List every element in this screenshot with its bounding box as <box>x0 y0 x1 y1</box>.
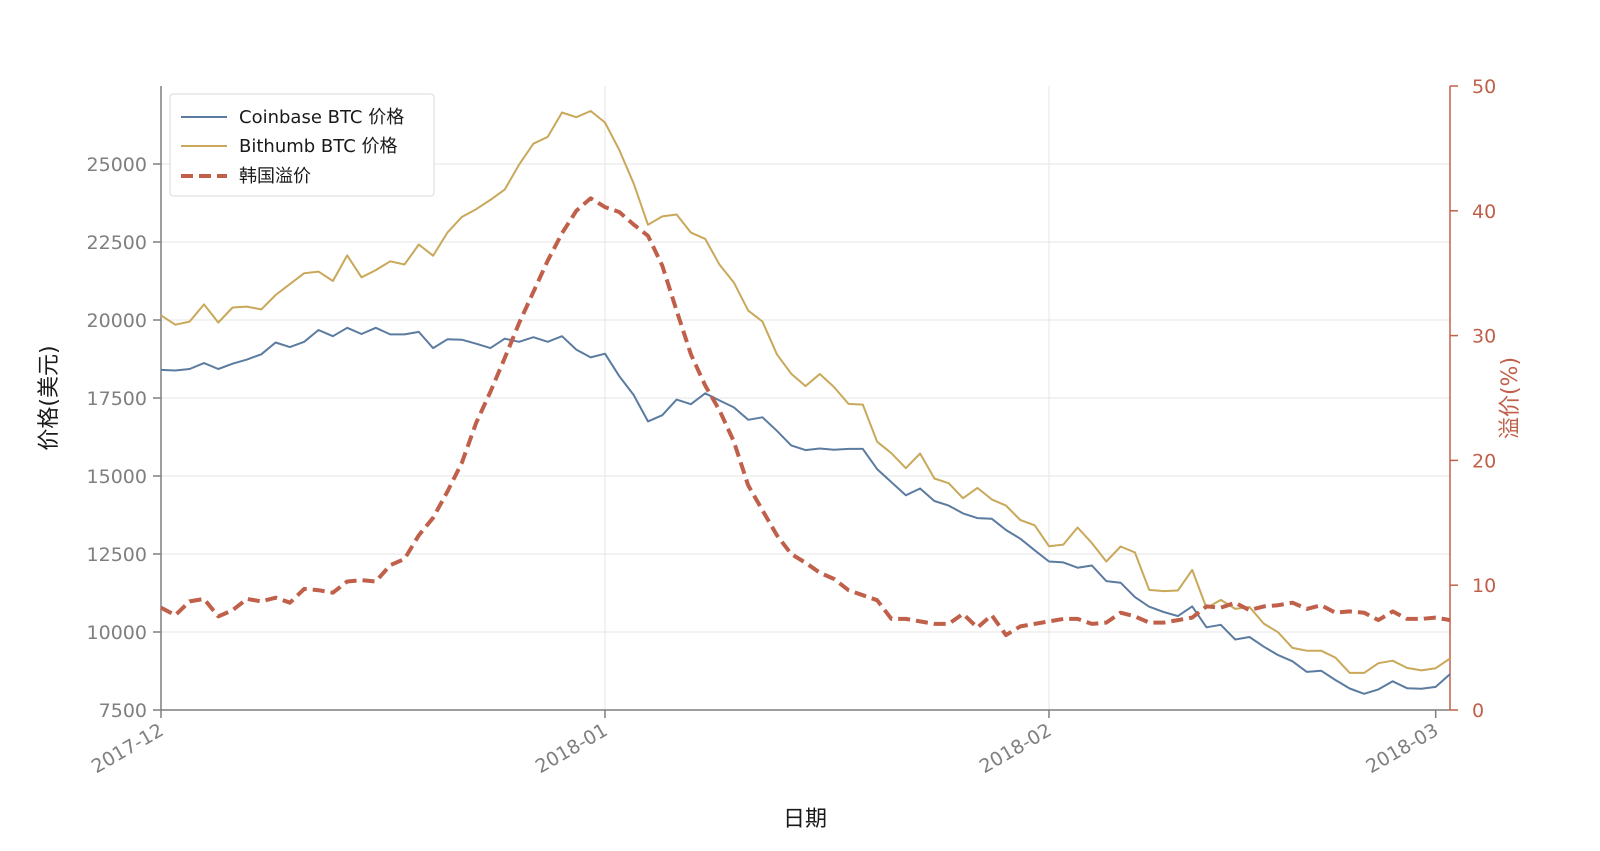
legend-label-premium: 韩国溢价 <box>239 166 311 187</box>
y-tick-label: 20000 <box>87 310 147 332</box>
x-tick-label: 2018-01 <box>532 719 612 778</box>
y2-tick-label: 30 <box>1472 326 1496 348</box>
legend-label-coinbase: Coinbase BTC 价格 <box>239 107 404 128</box>
y-tick-label: 10000 <box>87 622 147 644</box>
y2-tick-label: 20 <box>1472 450 1496 472</box>
series-line-coinbase <box>160 326 1451 695</box>
y2-axis-title: 溢价(%) <box>1498 357 1523 439</box>
x-tick-label: 2018-03 <box>1362 719 1442 778</box>
series-line-premium <box>160 196 1451 638</box>
legend: Coinbase BTC 价格 Bithumb BTC 价格 韩国溢价 <box>169 93 435 197</box>
y-tick-label: 7500 <box>99 700 147 722</box>
y-tick-label: 25000 <box>87 154 147 176</box>
y-tick-label: 17500 <box>87 388 147 410</box>
y2-tick-label: 40 <box>1472 201 1496 223</box>
legend-box <box>169 93 435 197</box>
x-axis-title: 日期 <box>783 807 827 832</box>
y-axis-title: 价格(美元) <box>37 345 62 450</box>
legend-label-bithumb: Bithumb BTC 价格 <box>239 136 397 157</box>
y-tick-label: 12500 <box>87 544 147 566</box>
y2-tick-label: 50 <box>1472 76 1496 98</box>
y2-tick-label: 10 <box>1472 575 1496 597</box>
y2-tick-label: 0 <box>1472 700 1484 722</box>
x-tick-label: 2017-12 <box>88 719 168 778</box>
series-lines <box>160 110 1451 695</box>
x-tick-label: 2018-02 <box>976 719 1056 778</box>
y-tick-label: 15000 <box>87 466 147 488</box>
y-tick-label: 22500 <box>87 232 147 254</box>
series-line-bithumb <box>160 110 1451 674</box>
